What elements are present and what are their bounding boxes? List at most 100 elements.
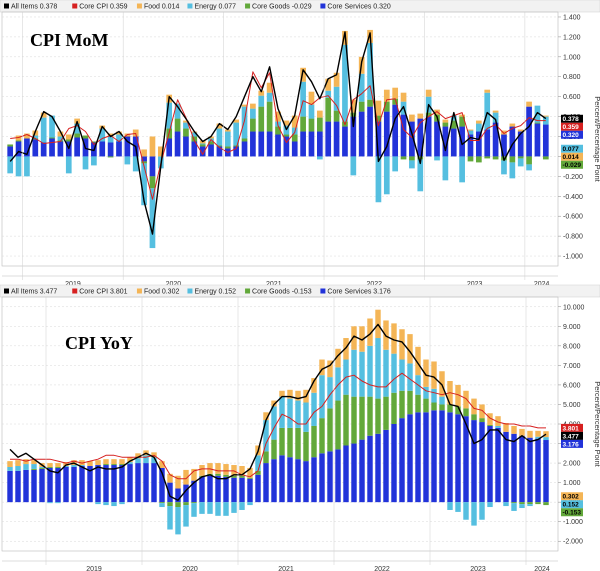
value-badge-text: 0.359 <box>563 124 580 131</box>
bar-energy <box>399 359 405 391</box>
bar-energy <box>127 462 133 465</box>
bar-core_goods <box>439 404 445 411</box>
x-year-label: 2024 <box>534 566 550 571</box>
legend-swatch-energy <box>187 3 193 9</box>
bar-food <box>308 91 315 105</box>
bar-core_services <box>7 146 14 157</box>
bar-food <box>409 114 415 122</box>
bar-food <box>208 136 214 139</box>
bar-core_services <box>300 131 306 157</box>
bar-core_services <box>223 476 229 503</box>
bar-core_services <box>159 467 165 503</box>
y-tick-label: -0.600 <box>563 214 583 221</box>
bar-energy <box>241 106 248 139</box>
x-year-label: 2022 <box>366 281 382 288</box>
bar-energy <box>333 86 340 111</box>
bar-energy <box>258 95 265 107</box>
bar-energy <box>375 156 382 203</box>
bar-food <box>325 78 332 91</box>
bar-core_services <box>392 104 399 157</box>
bar-core_services <box>503 431 509 503</box>
bar-food <box>519 428 525 436</box>
bar-core_services <box>423 412 429 503</box>
bar-energy <box>325 90 332 98</box>
value-badge-core_goods <box>561 508 583 517</box>
x-year-label: 2020 <box>182 566 198 571</box>
bar-core_services <box>191 480 197 503</box>
bar-energy <box>199 502 205 514</box>
bar-core_goods <box>487 424 493 426</box>
bar-core_services <box>343 445 349 503</box>
bar-food <box>526 101 532 107</box>
bar-core_services <box>239 477 245 503</box>
bar-core_services <box>342 126 348 157</box>
line-core_cpi <box>10 372 546 480</box>
bar-food <box>127 457 133 463</box>
bar-core_services <box>455 414 461 503</box>
bar-energy <box>279 396 285 428</box>
bar-core_goods <box>199 144 206 147</box>
bar-core_services <box>40 142 47 157</box>
bar-food <box>191 468 197 481</box>
bar-core_services <box>303 461 309 503</box>
bar-food <box>415 346 421 376</box>
bar-energy <box>159 503 165 508</box>
bar-core_goods <box>191 502 197 504</box>
bar-core_services <box>124 136 131 157</box>
bar-core_services <box>74 137 80 157</box>
legend-swatch-core_goods <box>245 288 251 294</box>
bar-core_services <box>191 141 198 157</box>
bar-core_services <box>49 138 55 157</box>
bar-core_services <box>476 131 482 157</box>
line-all_items <box>9 31 547 235</box>
legend-item-core_services: Core Services 0.320 <box>327 4 391 11</box>
y-tick-label: 0.600 <box>563 94 581 101</box>
bar-core_services <box>266 131 273 157</box>
value-badge-food <box>561 152 583 161</box>
bar-core_goods <box>231 475 237 478</box>
value-badge-core_services <box>561 130 583 139</box>
bar-core_goods <box>215 473 221 476</box>
bar-core_services <box>247 478 253 503</box>
legend-item-core_goods: Core Goods -0.153 <box>252 289 312 296</box>
bar-energy <box>527 504 533 507</box>
legend-item-energy: Energy 0.077 <box>194 4 236 11</box>
bar-core_goods <box>149 176 156 189</box>
bar-energy <box>183 122 189 129</box>
bar-energy <box>79 465 85 467</box>
bar-food <box>119 459 125 465</box>
bar-core_services <box>333 121 340 157</box>
bar-energy <box>300 81 306 117</box>
bar-food <box>407 334 413 364</box>
bar-energy <box>39 466 45 468</box>
legend-item-all_items: All Items 3.477 <box>11 289 57 296</box>
bar-energy <box>199 143 206 145</box>
bar-energy <box>143 455 149 464</box>
bar-core_services <box>175 488 181 503</box>
bar-energy <box>255 455 261 471</box>
bar-energy <box>342 44 348 122</box>
bar-core_services <box>409 121 415 157</box>
cpi-yoy-panel: All Items 3.477 Core CPI 3.801 Food 0.302 E… <box>0 284 600 571</box>
bar-core_goods <box>107 156 114 158</box>
bar-energy <box>308 104 315 119</box>
legend-swatch-energy <box>187 288 193 294</box>
x-year-label: 2021 <box>266 281 282 288</box>
bar-energy <box>487 502 493 508</box>
bar-core_goods <box>399 390 405 419</box>
bar-food <box>87 461 93 467</box>
bar-core_goods <box>241 138 248 142</box>
bar-energy <box>174 103 181 119</box>
bar-core_services <box>23 469 29 503</box>
bar-energy <box>442 156 449 181</box>
bar-core_services <box>367 435 373 503</box>
bar-core_services <box>543 440 549 503</box>
y-tick-label: -2.000 <box>563 539 583 546</box>
bar-core_goods <box>350 112 357 117</box>
bar-core_services <box>450 128 457 157</box>
bar-food <box>501 130 507 135</box>
bar-core_services <box>208 144 214 157</box>
bar-energy <box>124 156 131 165</box>
bar-core_services <box>495 427 501 503</box>
